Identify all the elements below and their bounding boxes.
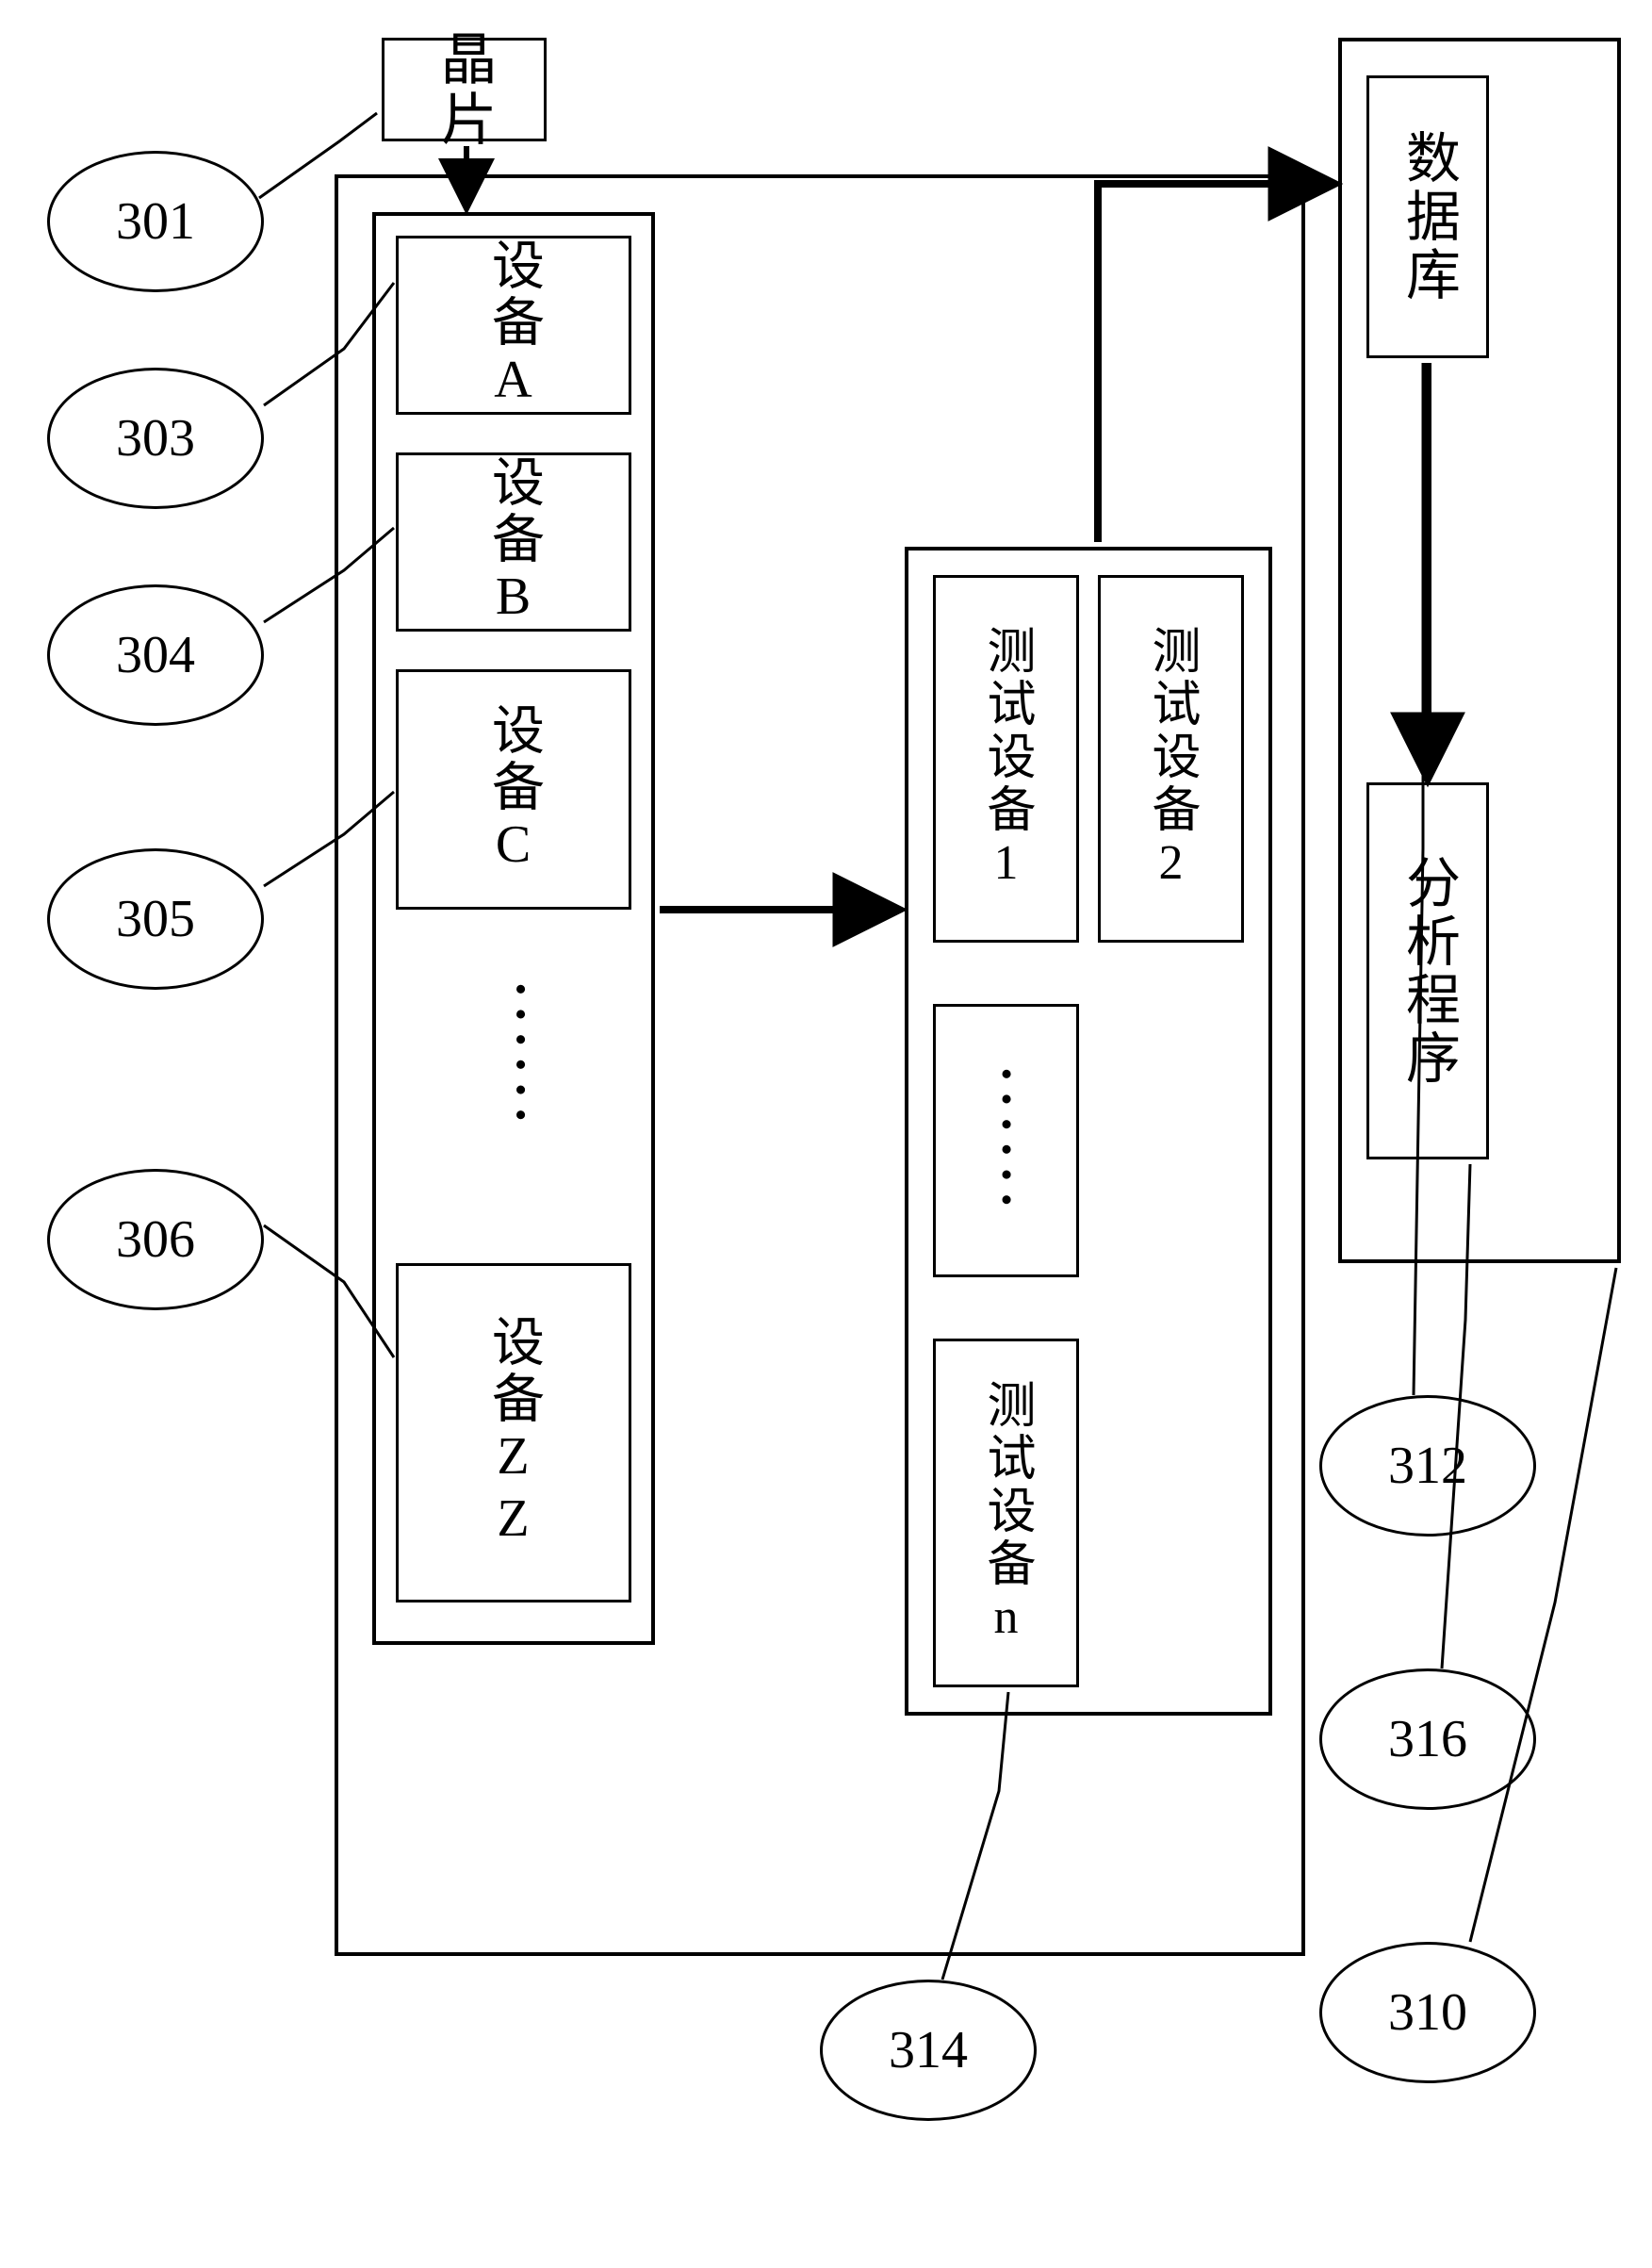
equip-a-box: 设备A [396,236,631,415]
testn-label: 测试设备n [979,1379,1033,1648]
test-dots-box: ······ [933,1004,1079,1277]
equip-c-box: 设备C [396,669,631,910]
equip-zz-box: 设备ZZ [396,1263,631,1602]
equip-b-label: 设备B [484,454,543,630]
equip-c-label: 设备C [484,702,543,878]
database-box: 数据库 [1366,75,1489,358]
equip-a-label: 设备A [484,238,543,413]
test2-box: 测试设备2 [1098,575,1244,943]
callout-312-label: 312 [1388,1436,1467,1496]
equip-dots: ······ [490,980,550,1131]
test1-label: 测试设备1 [979,625,1033,894]
test-dots: ······ [976,1065,1037,1216]
equip-b-box: 设备B [396,452,631,632]
callout-304-label: 304 [116,625,195,685]
callout-312: 312 [1319,1395,1536,1537]
diagram-canvas: 晶片 设备A 设备B 设备C ······ 设备ZZ 测试设备1 测试设备2 ·… [0,0,1652,2268]
callout-316: 316 [1319,1668,1536,1810]
callout-301-label: 301 [116,191,195,252]
analysis-label: 分析程序 [1398,854,1459,1088]
analysis-box: 分析程序 [1366,782,1489,1159]
callout-310: 310 [1319,1942,1536,2083]
callout-303: 303 [47,368,264,509]
callout-310-label: 310 [1388,1982,1467,2043]
callout-304: 304 [47,584,264,726]
database-label: 数据库 [1398,129,1459,304]
callout-314-label: 314 [889,2020,968,2080]
callout-314: 314 [820,1980,1037,2121]
callout-306: 306 [47,1169,264,1310]
testn-box: 测试设备n [933,1339,1079,1687]
test2-label: 测试设备2 [1144,625,1198,894]
test1-box: 测试设备1 [933,575,1079,943]
equip-zz-label: 设备ZZ [484,1314,543,1552]
callout-306-label: 306 [116,1209,195,1270]
callout-305: 305 [47,848,264,990]
callout-301: 301 [47,151,264,292]
wafer-box: 晶片 [382,38,547,141]
wafer-label: 晶片 [423,29,505,150]
callout-303-label: 303 [116,408,195,468]
callout-305-label: 305 [116,889,195,949]
callout-316-label: 316 [1388,1709,1467,1769]
